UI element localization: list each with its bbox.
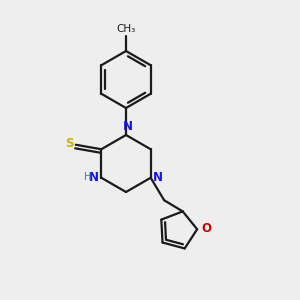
Text: H: H [84, 172, 92, 182]
Text: S: S [65, 137, 74, 150]
Text: O: O [202, 221, 212, 235]
Text: N: N [153, 171, 163, 184]
Text: N: N [89, 171, 99, 184]
Text: N: N [122, 120, 133, 133]
Text: CH₃: CH₃ [116, 25, 136, 34]
